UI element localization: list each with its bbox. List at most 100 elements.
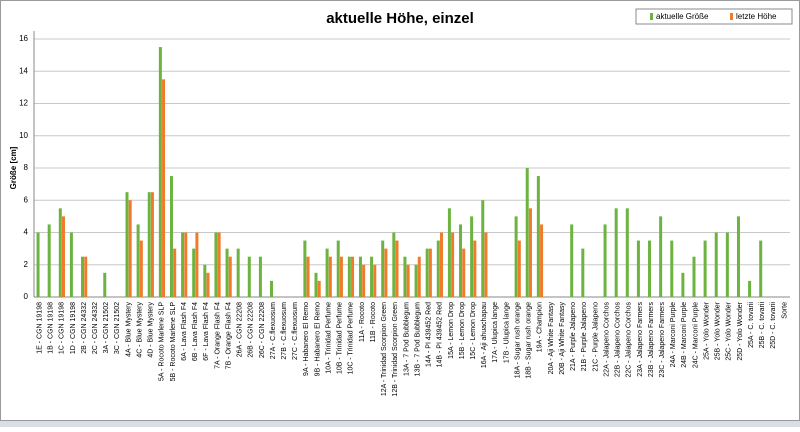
bar <box>570 224 574 297</box>
legend-label: aktuelle Größe <box>656 12 709 21</box>
bar <box>736 216 740 297</box>
bar <box>225 248 229 297</box>
bar <box>195 232 199 297</box>
x-tick-label: 25B - C. tovarii <box>759 302 766 349</box>
x-tick-label: 1C - CGN 19198 <box>59 302 66 354</box>
bar <box>125 192 129 297</box>
bar <box>514 216 518 297</box>
x-tick-label: 21C - Purple Jalapeno <box>592 302 599 372</box>
bar <box>659 216 663 297</box>
x-tick-label: 22B - Jalapeno Corchos <box>615 302 622 378</box>
x-tick-label: 15C - Lemon Drop <box>470 302 477 360</box>
x-tick-label: 14B - PI 439452 Red <box>437 302 444 367</box>
legend-swatch <box>650 13 653 20</box>
bar <box>392 232 396 297</box>
bar <box>81 256 85 297</box>
x-tick-label: 5A - Rocoto Marlene SLP <box>159 302 166 381</box>
x-tick-label: 26A - CGN 22208 <box>237 302 244 357</box>
x-tick-label: 4A - Blue Mystery <box>125 302 132 357</box>
chart-frame <box>0 0 800 421</box>
bar <box>759 240 763 297</box>
x-tick-label: 1B - CGN 19198 <box>48 302 55 354</box>
x-tick-label: 15A - Lemon Drop <box>448 302 455 359</box>
bar <box>692 256 696 297</box>
bar <box>162 79 166 297</box>
bar <box>317 280 321 297</box>
x-tick-label: 4C - Blue Mystery <box>136 302 143 358</box>
x-tick-label: 25D - C. tovarii <box>770 302 777 349</box>
legend-swatch <box>730 13 733 20</box>
bar <box>336 240 340 297</box>
bar <box>373 264 377 297</box>
y-tick-label: 10 <box>19 131 28 140</box>
x-tick-label: 22C - Jalapeno Corchos <box>626 302 633 378</box>
bar <box>103 272 107 297</box>
x-tick-label: 23B - Jalapeno Farmers <box>648 302 655 378</box>
x-tick-label: 27C - C.flexuosum <box>292 302 299 360</box>
x-tick-label: 1E - CGN 19198 <box>36 302 43 354</box>
bar <box>136 224 140 297</box>
x-tick-label: 27A - C.flexuosum <box>270 302 277 359</box>
x-tick-label: 10A - Trinidad Perfume <box>325 302 332 374</box>
x-tick-label: 17B - Ulupica lange <box>503 302 510 363</box>
x-tick-label: 23C - Jalapeno Farmers <box>659 302 666 378</box>
bar <box>192 248 196 297</box>
bar <box>436 240 440 297</box>
x-tick-label: 21B - Purple Jalapeno <box>581 302 588 371</box>
bar <box>169 176 173 297</box>
bar <box>670 240 674 297</box>
y-tick-label: 14 <box>19 66 28 75</box>
x-tick-label: 21A - Purple Jalapeno <box>570 302 577 371</box>
bar <box>47 224 51 297</box>
bar <box>184 232 188 297</box>
x-tick-label: 7A - Orange Flash F4 <box>214 302 221 369</box>
y-tick-label: 8 <box>24 163 29 172</box>
bar <box>61 216 65 297</box>
bar <box>406 264 410 297</box>
bar <box>258 256 262 297</box>
y-tick-label: 16 <box>19 34 28 43</box>
x-tick-label: 11B - Rocoto <box>370 302 377 342</box>
y-tick-label: 6 <box>24 195 29 204</box>
bar <box>614 208 618 297</box>
sheet-tabs <box>0 421 800 427</box>
x-tick-label: 18B - Sugar rush orange <box>526 302 533 379</box>
x-tick-label: 18A - Sugar rush orange <box>514 302 521 378</box>
bar <box>462 248 466 297</box>
bar <box>247 256 251 297</box>
bar <box>351 256 355 297</box>
x-tick-label: 7B - Orange Flash F4 <box>225 302 232 369</box>
x-tick-label: 27B - C.flexuosum <box>281 302 288 360</box>
bar <box>58 208 62 297</box>
x-tick-label: Sorte <box>781 302 788 319</box>
bar <box>648 240 652 297</box>
x-tick-label: 16A - Aji ahuachapau <box>481 302 488 368</box>
bar <box>217 232 221 297</box>
x-tick-label: 12A - Trinidad Scorpion Green <box>381 302 388 396</box>
bar <box>417 256 421 297</box>
x-tick-label: 2B - CGN 24332 <box>81 302 88 354</box>
bar <box>403 256 407 297</box>
x-tick-label: 5B - Rocoto Marlene SLP <box>170 302 177 382</box>
bar <box>370 256 374 297</box>
bar <box>128 200 132 297</box>
bar <box>358 256 362 297</box>
x-tick-label: 13A - 7 Pod Bubblegum <box>403 302 410 376</box>
x-tick-label: 26C - CGN 22208 <box>259 302 266 358</box>
x-tick-label: 6F - Lava Flash F4 <box>203 302 210 361</box>
x-tick-label: 11A - Rocoto <box>359 302 366 342</box>
bar <box>425 248 429 297</box>
bar <box>339 256 343 297</box>
x-tick-label: 23A - Jalapeno Farmers <box>637 302 644 377</box>
bar <box>206 272 210 297</box>
x-tick-label: 25D - Yolo Wonder <box>737 301 744 360</box>
bar <box>228 256 232 297</box>
bar <box>270 280 274 297</box>
bar <box>381 240 385 297</box>
x-tick-label: 3A - CGN 21502 <box>103 302 110 353</box>
bar <box>714 232 718 297</box>
bar <box>150 192 154 297</box>
bar <box>384 248 388 297</box>
bar <box>459 224 463 297</box>
x-tick-label: 25C - Yolo Wonder <box>726 301 733 360</box>
